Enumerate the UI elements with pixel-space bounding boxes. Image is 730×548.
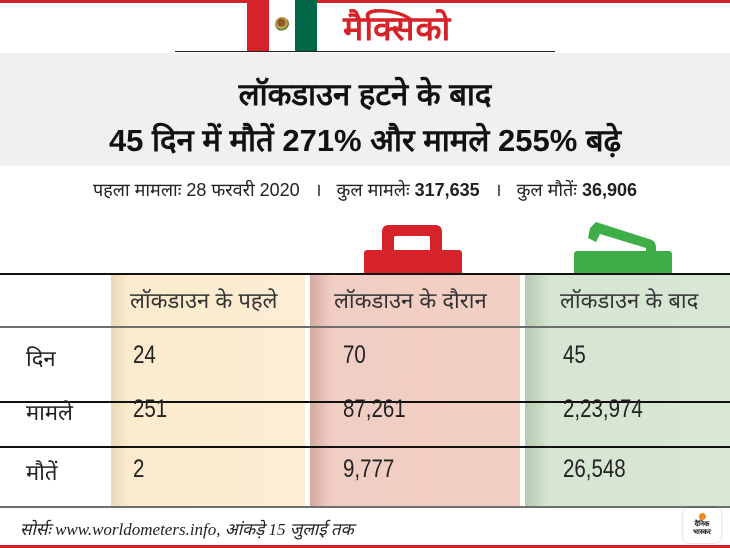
table-top-rule: [0, 273, 730, 275]
country-title: मैक्सिको: [343, 10, 452, 48]
row-label-days: दिन: [26, 346, 56, 371]
table-cell: 2,23,974: [563, 395, 643, 423]
flag-white-stripe: [269, 0, 295, 51]
total-deaths-label: कुल मौतेंः: [516, 180, 577, 200]
row-divider: [0, 401, 730, 403]
dainik-bhaskar-logo: दैनिक भास्कर: [683, 508, 721, 543]
flag-emblem-icon: [275, 17, 289, 31]
headline-line-2: 45 दिन में मौतें 271% और मामले 255% बढ़े: [108, 123, 622, 158]
headline-line-1: लॉकडाउन हटने के बाद: [238, 77, 492, 112]
column-header-before: लॉकडाउन के पहले: [130, 288, 278, 313]
bottom-accent-bar: [0, 545, 730, 548]
table-cell: 2: [133, 455, 145, 483]
logo-text-line-2: भास्कर: [693, 529, 711, 536]
row-divider: [0, 446, 730, 448]
source-note: सोर्सः www.worldometers.info, आंकड़े 15 …: [20, 520, 354, 539]
table-cell: 87,261: [343, 395, 406, 423]
separator: ।: [494, 180, 502, 200]
headline-band: लॉकडाउन हटने के बाद 45 दिन में मौतें 271…: [0, 53, 730, 166]
total-cases-label: कुल मामलेः: [336, 180, 410, 200]
table-cell: 24: [133, 341, 156, 369]
logo-sun-icon: [698, 513, 706, 520]
locked-padlock-icon: [364, 225, 462, 274]
column-header-after: लॉकडाउन के बाद: [560, 288, 699, 313]
first-case-label: पहला मामलाः: [92, 180, 182, 200]
logo-text-line-1: दैनिक: [694, 521, 710, 528]
first-case-value: 28 फरवरी 2020: [186, 180, 300, 200]
row-label-cases: मामले: [26, 400, 73, 425]
flag-green-stripe: [295, 0, 317, 51]
table-cell: 70: [343, 341, 366, 369]
table-cell: 45: [563, 341, 586, 369]
summary-stats: पहला मामलाः 28 फरवरी 2020 । कुल मामलेः 3…: [0, 178, 730, 202]
separator: ।: [314, 180, 322, 200]
total-deaths-value: 36,906: [581, 180, 637, 200]
header-rule: [175, 0, 555, 52]
column-after-lockdown-bg: [525, 275, 730, 507]
flag-red-stripe: [247, 0, 269, 51]
top-accent-bar: [0, 0, 730, 3]
column-header-during: लॉकडाउन के दौरान: [334, 288, 487, 313]
row-label-deaths: मौतें: [26, 460, 58, 485]
column-before-lockdown-bg: [111, 275, 305, 507]
unlocked-padlock-icon: [574, 222, 672, 274]
table-cell: 251: [133, 395, 168, 423]
column-during-lockdown-bg: [310, 275, 520, 507]
total-cases-value: 317,635: [414, 180, 480, 200]
table-cell: 9,777: [343, 455, 395, 483]
mexico-flag-icon: [247, 0, 317, 51]
table-cell: 26,548: [563, 455, 626, 483]
header-divider: [0, 326, 730, 328]
table-bottom-rule: [0, 506, 730, 508]
